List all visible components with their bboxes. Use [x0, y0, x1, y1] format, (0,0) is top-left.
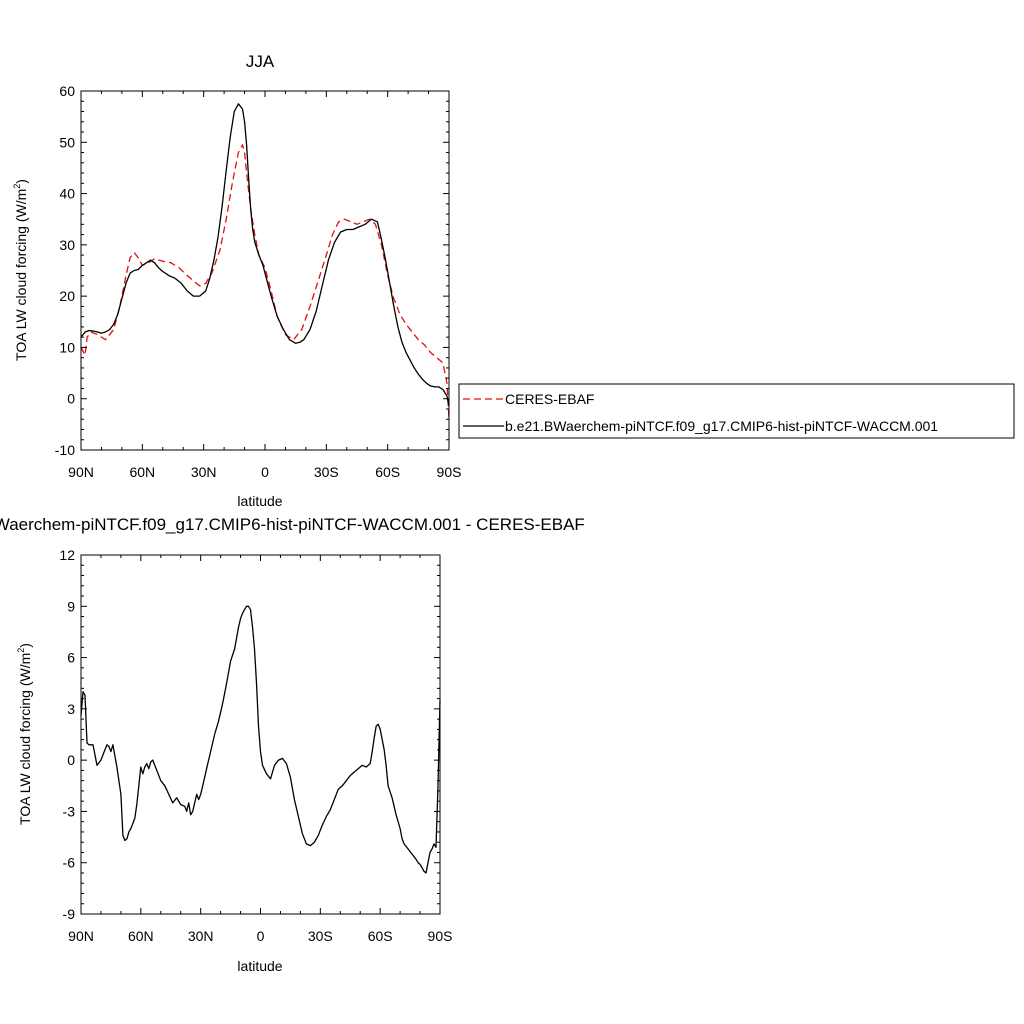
top-ticks: [80, 90, 450, 451]
bottom-y-tick-label: 3: [67, 701, 75, 717]
bottom-lines: [80, 605, 441, 874]
bottom-y-tick-label: 9: [67, 598, 75, 614]
top-y-tick-label: 60: [59, 83, 75, 99]
bottom-y-axis-label: TOA LW cloud forcing (W/m2): [16, 643, 33, 825]
bottom-ticks: [80, 554, 441, 915]
top-lines: [80, 103, 450, 420]
bottom-y-tick-label: -6: [63, 855, 76, 871]
top-x-tick-label: 60S: [375, 464, 400, 480]
top-y-tick-label: 0: [67, 391, 75, 407]
bottom-y-tick-label: 6: [67, 650, 75, 666]
bottom-y-tick-label: -9: [63, 906, 76, 922]
legend-box: [458, 383, 1015, 439]
bottom-y-tick-label: 0: [67, 752, 75, 768]
legend-label-model: b.e21.BWaerchem-piNTCF.f09_g17.CMIP6-his…: [505, 418, 938, 434]
top-x-tick-label: 60N: [129, 464, 155, 480]
top-y-tick-label: 20: [59, 288, 75, 304]
bottom-x-tick-label: 0: [257, 928, 265, 944]
top-x-tick-label: 0: [261, 464, 269, 480]
top-y-tick-labels: -10 0 10 20 30 40 50 60: [55, 83, 75, 458]
top-y-tick-label: 10: [59, 339, 75, 355]
legend: CERES-EBAF b.e21.BWaerchem-piNTCF.f09_g1…: [458, 383, 1015, 439]
top-panel: JJA -10 0 10 20 30 40 50 60 90N 60N 30N 0 30S 60S 90S…: [12, 52, 461, 509]
bottom-x-axis-label: latitude: [237, 958, 282, 974]
top-y-axis-label-sup: 2: [12, 184, 22, 189]
bottom-y-axis-label-tail: ): [17, 643, 33, 648]
top-series-line-1: [80, 103, 450, 407]
bottom-x-tick-label: 30N: [188, 928, 214, 944]
bottom-x-tick-label: 30S: [308, 928, 333, 944]
top-x-tick-label: 90S: [437, 464, 462, 480]
bottom-x-tick-labels: 90N 60N 30N 0 30S 60S 90S: [68, 928, 452, 944]
bottom-y-axis-label-main: TOA LW cloud forcing (W/m: [17, 653, 33, 825]
legend-label-ceres: CERES-EBAF: [505, 391, 594, 407]
bottom-chart-title: b.e21.BWaerchem-piNTCF.f09_g17.CMIP6-his…: [0, 515, 585, 534]
top-y-axis-label: TOA LW cloud forcing (W/m2): [12, 179, 29, 361]
top-y-axis-label-tail: ): [13, 179, 29, 184]
top-x-tick-labels: 90N 60N 30N 0 30S 60S 90S: [68, 464, 461, 480]
bottom-y-tick-label: -3: [63, 803, 76, 819]
bottom-x-tick-label: 60N: [128, 928, 154, 944]
top-x-axis-label: latitude: [237, 493, 282, 509]
top-y-tick-label: -10: [55, 442, 75, 458]
bottom-x-tick-label: 90N: [68, 928, 94, 944]
bottom-plot-frame: [80, 554, 441, 915]
top-y-tick-label: 40: [59, 186, 75, 202]
bottom-y-tick-labels: -9 -6 -3 0 3 6 9 12: [59, 547, 75, 922]
top-x-tick-label: 30N: [191, 464, 217, 480]
bottom-x-tick-label: 90S: [428, 928, 453, 944]
top-y-axis-label-main: TOA LW cloud forcing (W/m: [13, 189, 29, 361]
top-y-tick-label: 30: [59, 237, 75, 253]
bottom-series-line-0: [80, 605, 441, 874]
bottom-x-tick-label: 60S: [368, 928, 393, 944]
bottom-panel: b.e21.BWaerchem-piNTCF.f09_g17.CMIP6-his…: [0, 515, 585, 974]
bottom-y-axis-label-sup: 2: [16, 648, 26, 653]
top-chart-title: JJA: [246, 52, 275, 71]
top-x-tick-label: 90N: [68, 464, 94, 480]
bottom-y-tick-label: 12: [59, 547, 75, 563]
top-y-tick-label: 50: [59, 134, 75, 150]
top-x-tick-label: 30S: [314, 464, 339, 480]
top-series-line-0: [80, 144, 450, 420]
